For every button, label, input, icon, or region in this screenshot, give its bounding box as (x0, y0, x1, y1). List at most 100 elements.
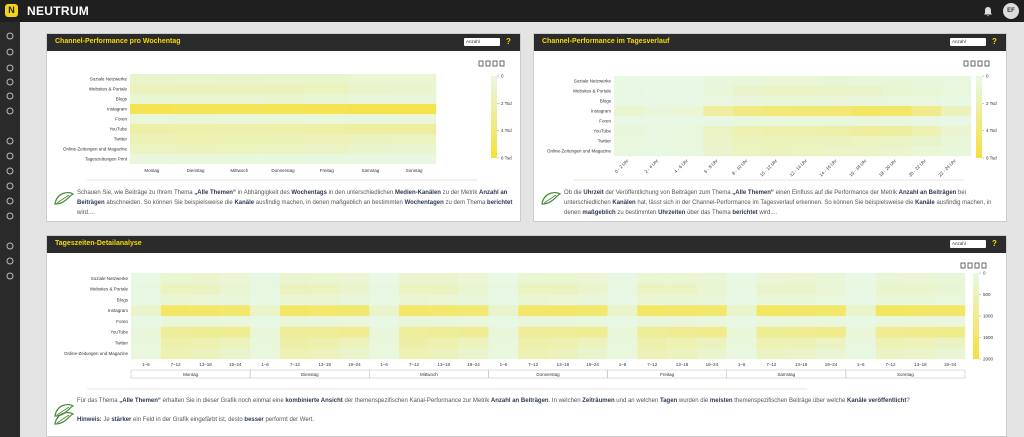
toolbar-icon[interactable] (981, 262, 987, 269)
toolbar-icon[interactable] (960, 262, 966, 269)
toolbar-icon[interactable] (485, 60, 491, 67)
heatmap-cell (667, 283, 698, 295)
x-tick-label: 13–18 (676, 362, 689, 367)
help-icon[interactable]: ? (506, 37, 511, 46)
toolbar-icon[interactable] (967, 262, 973, 269)
heatmap-cell (726, 316, 757, 327)
heatmap-cell (607, 326, 638, 338)
heatmap-cell (822, 136, 853, 147)
heatmap-cell (643, 86, 674, 97)
nav-icon[interactable] (6, 137, 14, 145)
toolbar-icon[interactable] (478, 60, 484, 67)
nav-icon[interactable] (6, 48, 14, 56)
nav-icon[interactable] (6, 257, 14, 265)
heatmap-cell (220, 294, 251, 306)
heatmap-cell (941, 106, 972, 117)
x-tick-label: 7–12 (171, 362, 182, 367)
heatmap-cell (369, 283, 400, 295)
brand[interactable]: NEUTRUM (27, 4, 90, 18)
description-bold: besser (244, 417, 264, 423)
panel: Channel-Performance im Tagesverlauf Anzah… (533, 33, 1007, 222)
heatmap-cell (911, 136, 942, 147)
colorbar (491, 76, 497, 158)
toolbar-icon[interactable] (492, 60, 498, 67)
toolbar-icon[interactable] (963, 60, 969, 67)
heatmap-cell (339, 348, 370, 360)
colorbar (976, 76, 982, 158)
heatmap-cell (845, 326, 876, 338)
heatmap-cell (941, 76, 972, 87)
heatmap-cell (941, 96, 972, 107)
nav-icon[interactable] (6, 182, 14, 190)
heatmap-cell (667, 273, 698, 284)
heatmap-cell (726, 348, 757, 360)
nav-icon[interactable] (6, 272, 14, 280)
bell-icon[interactable] (983, 6, 993, 17)
toolbar-icon[interactable] (977, 60, 983, 67)
heatmap-cell (428, 294, 459, 306)
x-tick-label: 19–24 (706, 362, 719, 367)
heatmap-cell (816, 305, 847, 317)
heatmap-cell (217, 104, 262, 115)
heatmap-cell (696, 294, 727, 306)
logo[interactable]: N (5, 4, 18, 17)
heatmap-cell (392, 114, 437, 125)
nav-icon[interactable] (6, 92, 14, 100)
row-label: Websites & Portale (90, 287, 129, 292)
heatmap-cell (261, 94, 306, 105)
description-text: hat, lässt sich in der Channel-Performan… (635, 200, 916, 206)
heatmap-cell (905, 316, 936, 327)
heatmap-cell (392, 74, 437, 85)
metric-select[interactable]: Anzahl (464, 38, 500, 46)
description-text: abschneiden. So können Sie beispielsweis… (104, 200, 235, 206)
heatmap-cell (696, 305, 727, 317)
nav-icon[interactable] (6, 64, 14, 72)
help-icon[interactable]: ? (992, 239, 997, 248)
heatmap-cell (822, 116, 853, 127)
avatar[interactable]: EF (1003, 3, 1019, 19)
toolbar-icon[interactable] (984, 60, 990, 67)
heatmap-cell (756, 348, 787, 360)
heatmap-cell (941, 146, 972, 157)
metric-select[interactable]: Anzahl (950, 38, 986, 46)
heatmap-cell (428, 326, 459, 338)
toolbar-icon[interactable] (970, 60, 976, 67)
heatmap-cell (217, 124, 262, 135)
heatmap-cell (881, 146, 912, 157)
heatmap-cell (726, 273, 757, 284)
heatmap-cell (250, 348, 281, 360)
heatmap-cell (309, 283, 340, 295)
description-text: Ob die (564, 190, 584, 196)
nav-icon[interactable] (6, 152, 14, 160)
nav-icon[interactable] (6, 167, 14, 175)
toolbar-icon[interactable] (974, 262, 980, 269)
nav-icon[interactable] (6, 197, 14, 205)
heatmap-cell (217, 94, 262, 105)
heatmap-cell (173, 134, 218, 145)
help-icon[interactable]: ? (992, 37, 997, 46)
heatmap-cell (217, 134, 262, 145)
nav-icon[interactable] (6, 78, 14, 86)
nav-icon[interactable] (6, 212, 14, 220)
heatmap-cell (160, 294, 191, 306)
heatmap-cell (614, 86, 644, 97)
heatmap-cell (548, 273, 578, 284)
heatmap-cell (726, 294, 757, 306)
heatmap-cell (822, 96, 853, 107)
x-tick-label: 8 - 10 Uhr (731, 158, 749, 176)
heatmap-cell (607, 283, 638, 295)
metric-select[interactable]: Anzahl (950, 240, 986, 248)
heatmap-cell (458, 337, 489, 349)
heatmap-cell (816, 273, 847, 284)
heatmap-cell (428, 305, 459, 317)
heatmap-cell (160, 326, 191, 338)
nav-icon[interactable] (6, 242, 14, 250)
toolbar-icon[interactable] (499, 60, 505, 67)
heatmap-cell (733, 106, 763, 117)
nav-icon[interactable] (6, 107, 14, 115)
heatmap-cell (190, 348, 221, 360)
heatmap-cell (935, 283, 966, 295)
heatmap-cell (607, 273, 638, 284)
heatmap-cell (190, 337, 221, 349)
nav-icon[interactable] (6, 32, 14, 40)
